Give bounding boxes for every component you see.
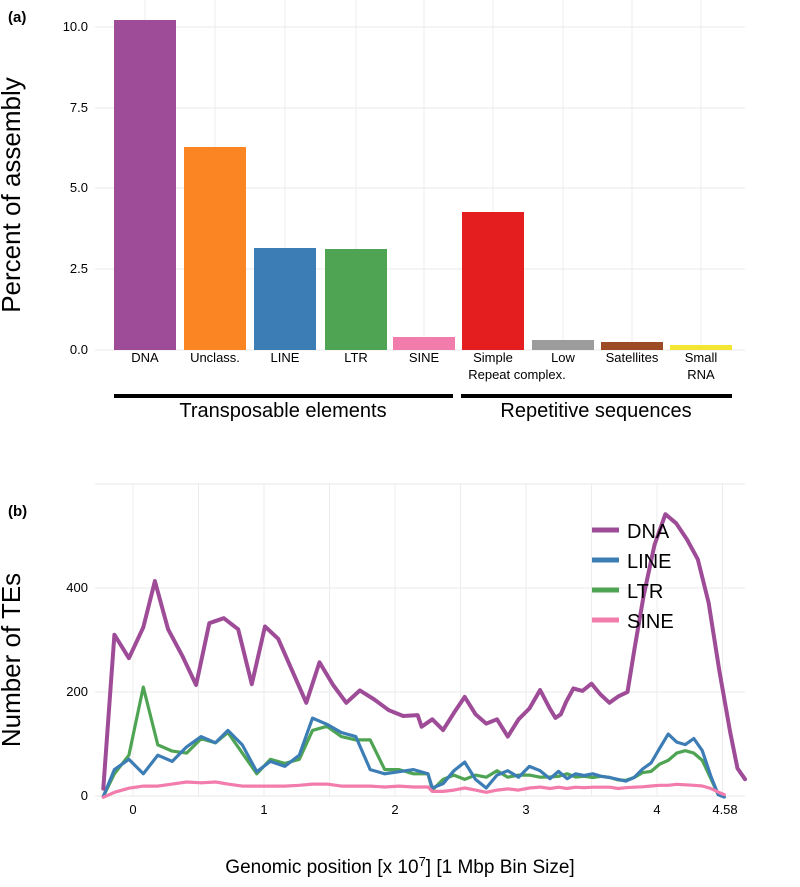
svg-text:Low: Low: [551, 350, 575, 365]
svg-text:400: 400: [66, 580, 88, 595]
svg-text:LINE: LINE: [271, 350, 300, 365]
svg-text:LTR: LTR: [344, 350, 368, 365]
svg-text:2.5: 2.5: [70, 261, 88, 276]
svg-text:(a): (a): [8, 9, 26, 26]
svg-text:Satellites: Satellites: [606, 350, 659, 365]
svg-text:0: 0: [129, 802, 136, 817]
svg-text:SINE: SINE: [409, 350, 440, 365]
svg-text:0.0: 0.0: [70, 342, 88, 357]
svg-text:LTR: LTR: [627, 581, 663, 603]
svg-text:Number of TEs: Number of TEs: [0, 573, 26, 747]
svg-text:Transposable elements: Transposable elements: [179, 400, 386, 422]
svg-text:7.5: 7.5: [70, 100, 88, 115]
svg-text:1: 1: [260, 802, 267, 817]
svg-text:LINE: LINE: [627, 551, 671, 573]
svg-text:Simple: Simple: [473, 350, 513, 365]
svg-text:10.0: 10.0: [63, 19, 88, 34]
svg-text:DNA: DNA: [131, 350, 159, 365]
svg-text:Percent of assembly: Percent of assembly: [0, 77, 26, 313]
svg-text:2: 2: [391, 802, 398, 817]
svg-text:4: 4: [653, 802, 660, 817]
svg-text:0: 0: [81, 788, 88, 803]
svg-text:Unclass.: Unclass.: [190, 350, 240, 365]
svg-text:Genomic position [x 107] [1: Genomic position [x 107] [1 Mbp Bin Size…: [225, 854, 574, 879]
svg-text:Small: Small: [685, 350, 718, 365]
svg-text:DNA: DNA: [627, 521, 670, 543]
svg-text:3: 3: [522, 802, 529, 817]
svg-text:5.0: 5.0: [70, 180, 88, 195]
svg-text:(b): (b): [8, 503, 27, 520]
svg-text:4.58: 4.58: [712, 802, 737, 817]
svg-text:SINE: SINE: [627, 611, 674, 633]
svg-text:200: 200: [66, 684, 88, 699]
svg-text:Repetitive sequences: Repetitive sequences: [500, 400, 691, 422]
svg-text:RNA: RNA: [687, 367, 715, 382]
svg-text:Repeat complex.: Repeat complex.: [468, 367, 566, 382]
